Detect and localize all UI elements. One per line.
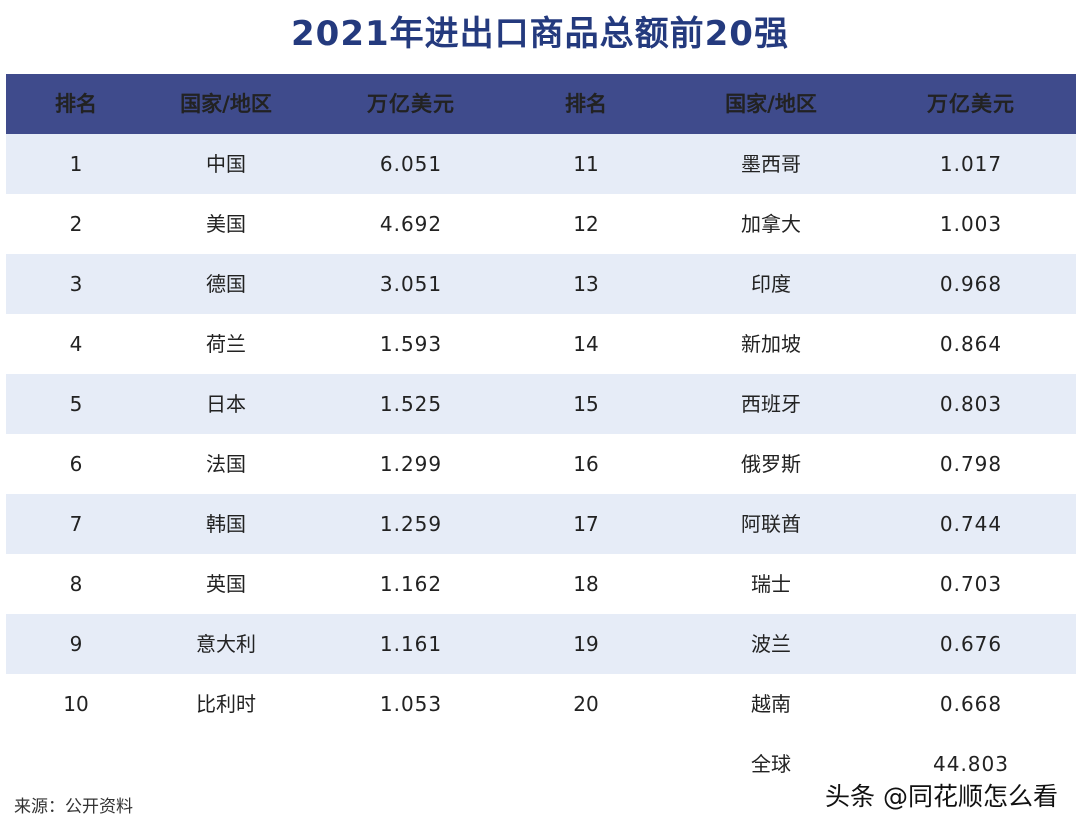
rank-cell: 3 [69, 272, 83, 296]
rank-cell: 5 [69, 392, 83, 416]
source-note: 来源：公开资料 [14, 797, 133, 817]
watermark: 头条 @同花顺怎么看 [825, 782, 1058, 811]
region-cell: 阿联酋 [741, 512, 801, 536]
value-cell: 1.161 [379, 632, 443, 656]
region-cell: 俄罗斯 [741, 452, 801, 476]
region-cell: 印度 [751, 272, 791, 296]
value-cell: 0.864 [939, 332, 1003, 356]
table-row: 5 日本 1.525 15 西班牙 0.803 [6, 374, 1076, 434]
rank-cell: 10 [63, 692, 89, 716]
table-row: 8 英国 1.162 18 瑞士 0.703 [6, 554, 1076, 614]
value-cell: 0.676 [939, 632, 1003, 656]
rank-cell: 19 [573, 632, 599, 656]
rank-cell: 15 [573, 392, 599, 416]
table-row: 1 中国 6.051 11 墨西哥 1.017 [6, 134, 1076, 194]
rank-cell: 13 [573, 272, 599, 296]
table-row: 6 法国 1.299 16 俄罗斯 0.798 [6, 434, 1076, 494]
table-body: 1 中国 6.051 11 墨西哥 1.017 2 美国 4.692 12 加拿大 1.003 3 德国 3… [6, 134, 1076, 734]
value-cell: 3.051 [379, 272, 443, 296]
region-cell: 加拿大 [741, 212, 801, 236]
value-cell: 0.968 [939, 272, 1003, 296]
header-region: 国家/地区 [180, 92, 272, 116]
value-cell: 1.053 [379, 692, 443, 716]
rank-cell: 18 [573, 572, 599, 596]
rank-cell: 20 [573, 692, 599, 716]
total-value: 44.803 [933, 752, 1009, 776]
rank-cell: 11 [573, 152, 599, 176]
table-row: 10 比利时 1.053 20 越南 0.668 [6, 674, 1076, 734]
value-cell: 1.299 [379, 452, 443, 476]
value-cell: 0.668 [939, 692, 1003, 716]
region-cell: 波兰 [751, 632, 791, 656]
table-row: 7 韩国 1.259 17 阿联酋 0.744 [6, 494, 1076, 554]
header-value-2: 万亿美元 [927, 92, 1015, 116]
value-cell: 1.593 [379, 332, 443, 356]
value-cell: 1.017 [939, 152, 1003, 176]
region-cell: 荷兰 [206, 332, 246, 356]
header-rank-2: 排名 [565, 92, 607, 116]
value-cell: 0.798 [939, 452, 1003, 476]
value-cell: 6.051 [379, 152, 443, 176]
region-cell: 墨西哥 [741, 152, 801, 176]
rank-cell: 12 [573, 212, 599, 236]
region-cell: 韩国 [206, 512, 246, 536]
rank-cell: 1 [69, 152, 83, 176]
header-region-2: 国家/地区 [725, 92, 817, 116]
region-cell: 西班牙 [741, 392, 801, 416]
region-cell: 中国 [206, 152, 246, 176]
page-title: 2021年进出口商品总额前20强 [291, 14, 789, 54]
region-cell: 英国 [206, 572, 246, 596]
value-cell: 1.162 [379, 572, 443, 596]
region-cell: 新加坡 [741, 332, 801, 356]
total-row: 全球 44.803 [6, 734, 1076, 794]
rank-cell: 8 [69, 572, 83, 596]
rank-cell: 14 [573, 332, 599, 356]
region-cell: 德国 [206, 272, 246, 296]
value-cell: 0.803 [939, 392, 1003, 416]
rank-cell: 2 [69, 212, 83, 236]
table-row: 2 美国 4.692 12 加拿大 1.003 [6, 194, 1076, 254]
table-header: 排名 国家/地区 万亿美元 排名 国家/地区 万亿美元 [6, 74, 1076, 134]
rank-cell: 9 [69, 632, 83, 656]
region-cell: 法国 [206, 452, 246, 476]
region-cell: 瑞士 [751, 572, 791, 596]
region-cell: 意大利 [196, 632, 256, 656]
value-cell: 4.692 [379, 212, 443, 236]
rank-cell: 16 [573, 452, 599, 476]
ranking-table: 排名 国家/地区 万亿美元 排名 国家/地区 万亿美元 1 中国 6.051 11 墨西… [6, 74, 1076, 794]
rank-cell: 7 [69, 512, 83, 536]
rank-cell: 6 [69, 452, 83, 476]
value-cell: 1.003 [939, 212, 1003, 236]
total-label: 全球 [751, 752, 791, 776]
region-cell: 越南 [751, 692, 791, 716]
region-cell: 比利时 [196, 692, 256, 716]
region-cell: 美国 [206, 212, 246, 236]
table-row: 9 意大利 1.161 19 波兰 0.676 [6, 614, 1076, 674]
table-row: 4 荷兰 1.593 14 新加坡 0.864 [6, 314, 1076, 374]
value-cell: 0.703 [939, 572, 1003, 596]
table-row: 3 德国 3.051 13 印度 0.968 [6, 254, 1076, 314]
value-cell: 1.525 [379, 392, 443, 416]
value-cell: 0.744 [939, 512, 1003, 536]
rank-cell: 4 [69, 332, 83, 356]
region-cell: 日本 [206, 392, 246, 416]
value-cell: 1.259 [379, 512, 443, 536]
header-rank: 排名 [55, 92, 97, 116]
header-value: 万亿美元 [367, 92, 455, 116]
rank-cell: 17 [573, 512, 599, 536]
